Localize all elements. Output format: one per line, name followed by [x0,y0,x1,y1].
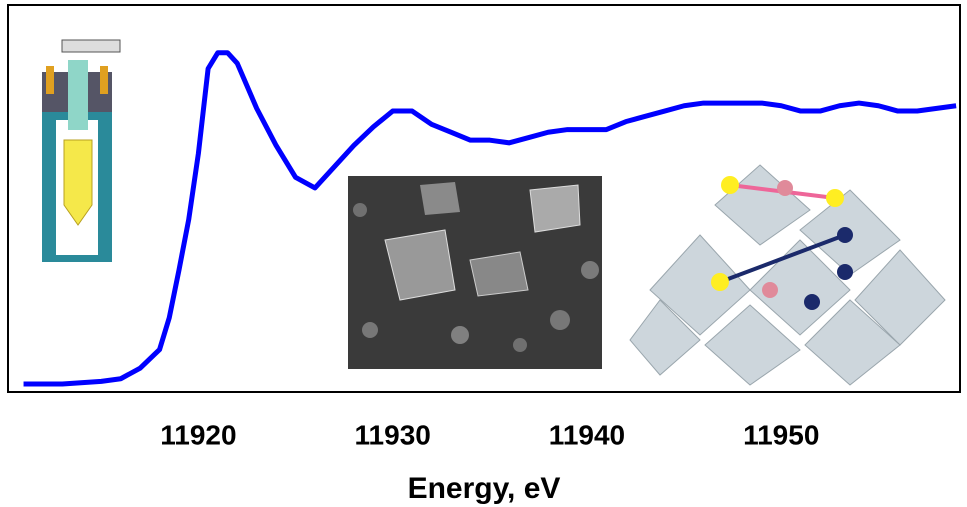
x-tick-label: 11940 [549,419,625,450]
x-tick-label: 11950 [743,419,819,450]
x-tick-label: 11930 [355,419,431,450]
x-tick-label: 11920 [160,419,236,450]
sem-inset [348,176,602,369]
structure-inset [629,164,946,386]
plot-frame [7,4,961,393]
x-axis-title: Energy, eV [408,472,561,505]
cell-inset [42,39,121,262]
spectrum-line [23,50,957,387]
